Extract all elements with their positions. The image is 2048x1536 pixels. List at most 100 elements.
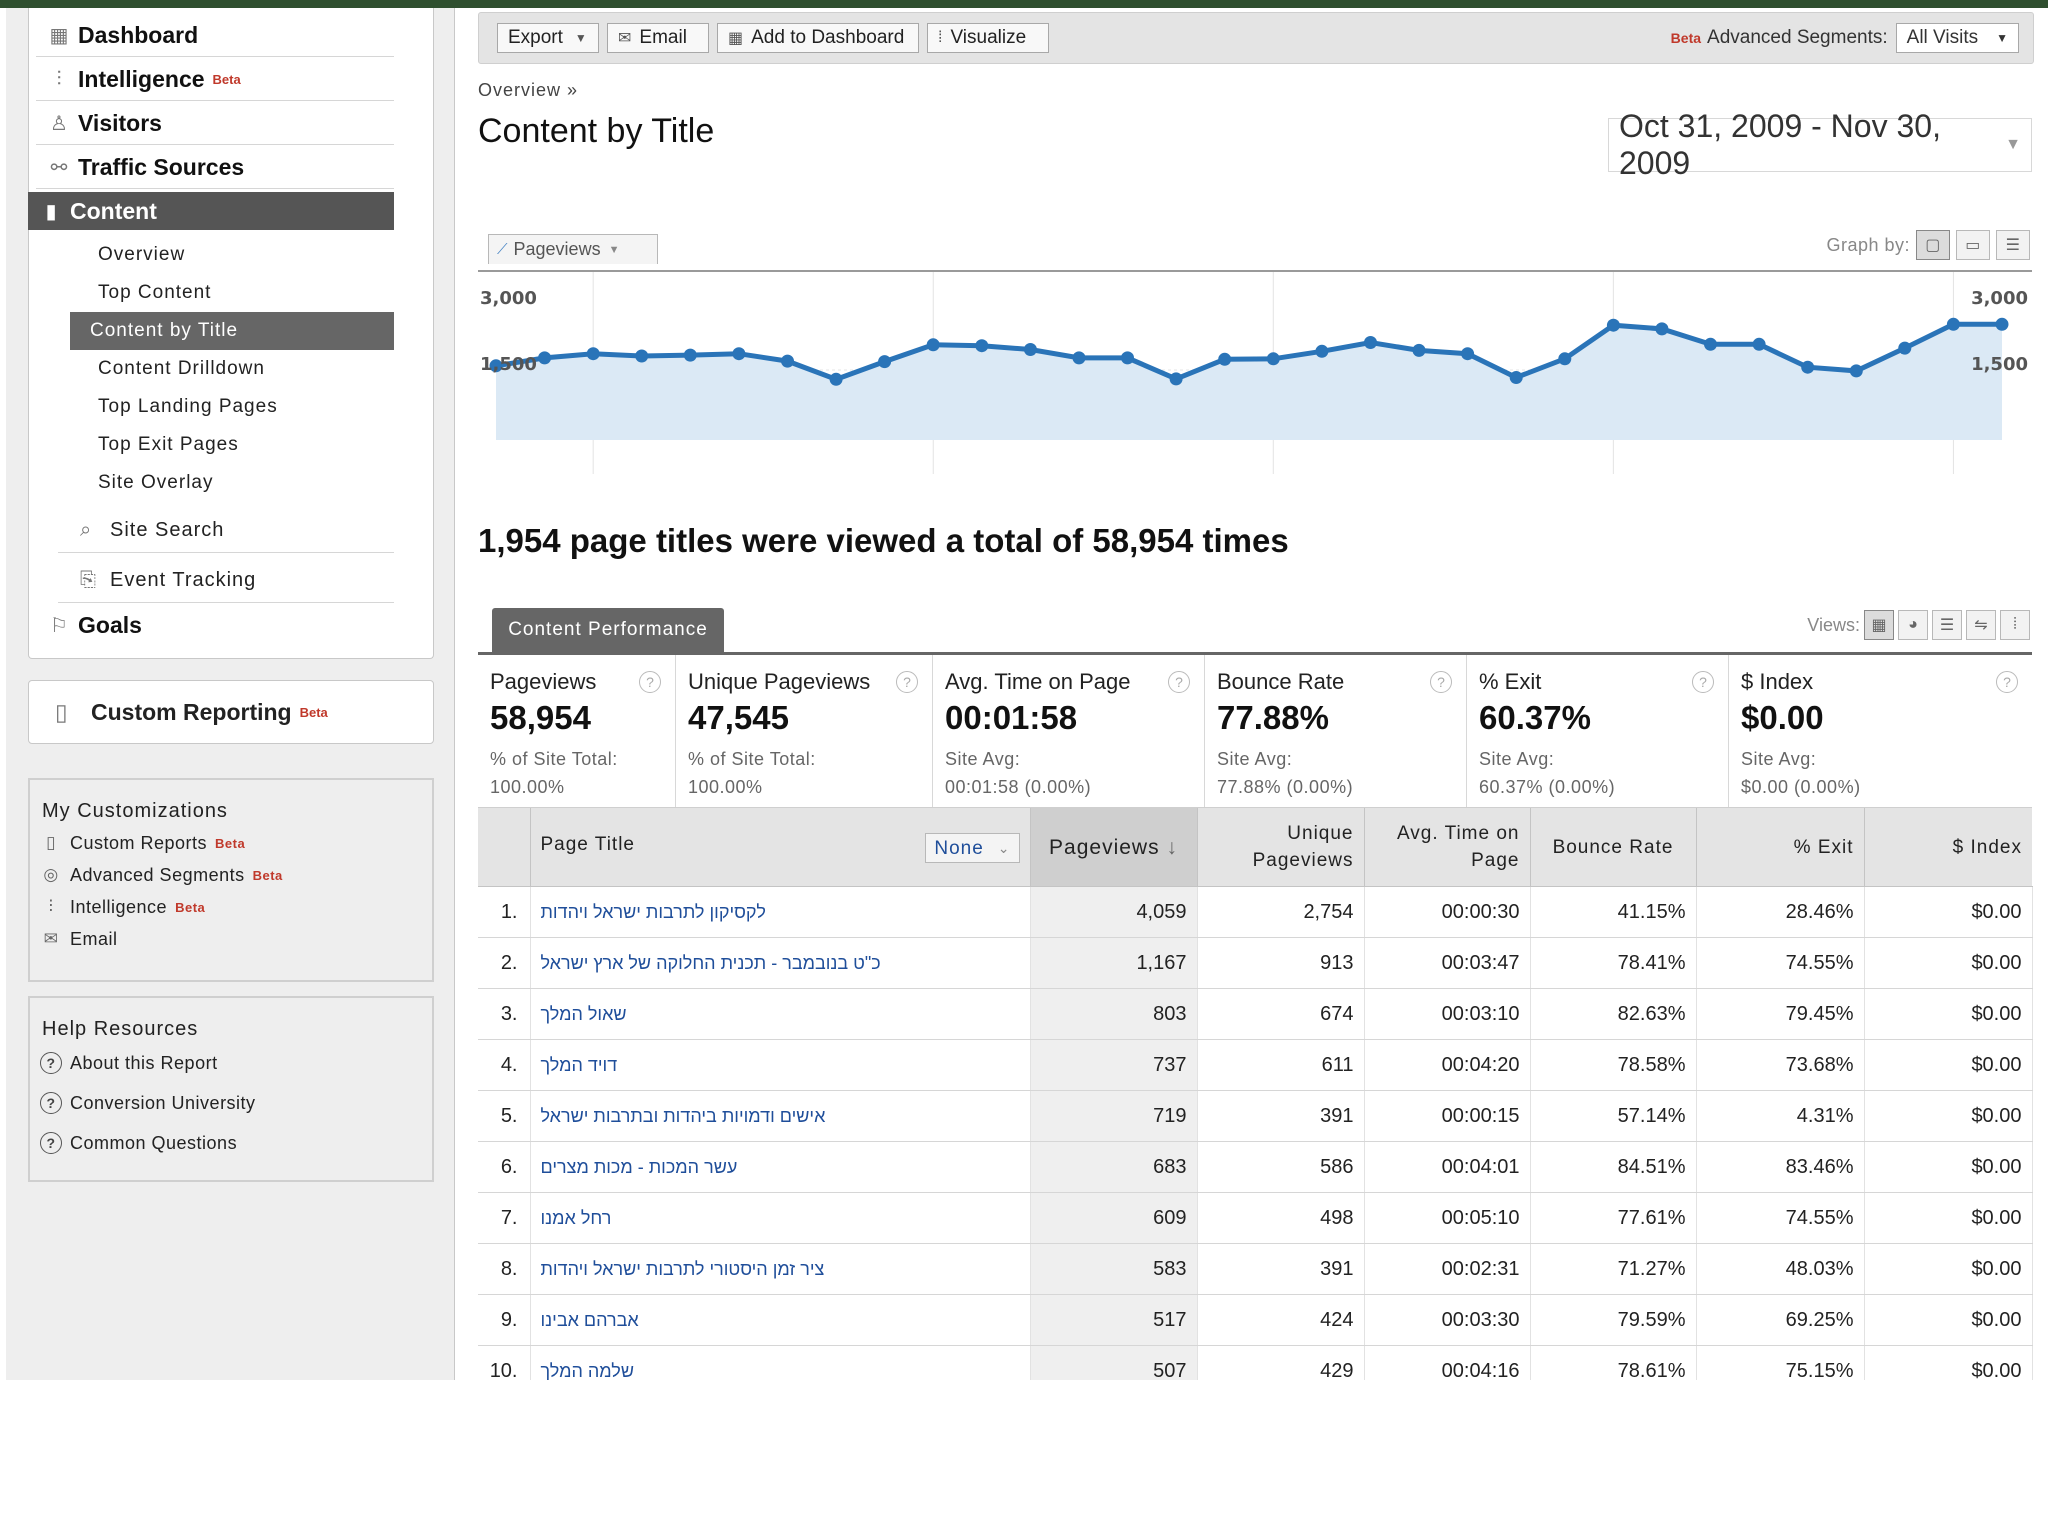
data-point[interactable] <box>1558 352 1572 366</box>
page-title-link[interactable]: לקסיקון לתרבות ישראל ויהדות <box>530 886 1031 938</box>
sub-top-landing-pages[interactable]: Top Landing Pages <box>98 396 278 417</box>
page-title-link[interactable]: כ"ט בנובמבר - תכנית החלוקה של ארץ ישראל <box>530 937 1031 989</box>
page-title-link[interactable]: שלמה המלך <box>530 1345 1031 1380</box>
data-point[interactable] <box>1121 351 1134 365</box>
help-icon[interactable]: ? <box>1168 671 1190 693</box>
nav-site-search[interactable]: ⌕ Site Search <box>58 508 394 553</box>
data-point[interactable] <box>1655 322 1669 336</box>
data-point[interactable] <box>975 339 989 353</box>
help-icon[interactable]: ? <box>1692 671 1714 693</box>
add-to-dashboard-button[interactable]: ▦ Add to Dashboard <box>717 23 919 53</box>
data-point[interactable] <box>683 348 697 362</box>
page-title-header[interactable]: Page Title None ⌄ <box>530 808 1031 887</box>
email-link[interactable]: ✉ Email <box>40 928 118 950</box>
index-value-header[interactable]: $ Index <box>1864 808 2032 887</box>
data-point[interactable] <box>1364 336 1377 349</box>
sub-site-overlay[interactable]: Site Overlay <box>98 472 214 493</box>
graph-by-day-button[interactable]: ▢ <box>1916 230 1950 260</box>
secondary-dimension-select[interactable]: None ⌄ <box>925 833 1020 863</box>
data-point[interactable] <box>586 347 600 361</box>
exit-header[interactable]: % Exit <box>1696 808 1865 887</box>
table-view-icon[interactable]: ▦ <box>1864 610 1894 640</box>
data-point[interactable] <box>1704 337 1717 351</box>
graph-by-month-button[interactable]: ☰ <box>1996 230 2030 260</box>
conversion-university-link[interactable]: ? Conversion University <box>40 1092 256 1114</box>
nav-content[interactable]: ▮ Content <box>28 192 394 230</box>
help-icon[interactable]: ? <box>639 671 661 693</box>
data-point[interactable] <box>878 355 892 369</box>
pie-view-icon[interactable]: ◕ <box>1898 610 1928 640</box>
performance-view-icon[interactable]: ☰ <box>1932 610 1962 640</box>
date-range-picker[interactable]: Oct 31, 2009 - Nov 30, 2009 ▼ <box>1608 108 2032 181</box>
metric-subtext: Site Avg: 60.37% (0.00%) <box>1479 745 1716 801</box>
data-point[interactable] <box>1509 371 1523 384</box>
graph-by-week-button[interactable]: ▭ <box>1956 230 1990 260</box>
nav-intelligence[interactable]: ⫶ Intelligence Beta <box>36 58 394 101</box>
data-point[interactable] <box>1898 341 1912 355</box>
metric-sub-value: 100.00% <box>688 777 763 797</box>
nav-dashboard[interactable]: ▦ Dashboard <box>36 14 394 57</box>
common-questions-link[interactable]: ? Common Questions <box>40 1132 237 1154</box>
help-icon[interactable]: ? <box>1430 671 1452 693</box>
help-icon[interactable]: ? <box>1996 671 2018 693</box>
data-point[interactable] <box>1606 318 1620 332</box>
data-point[interactable] <box>489 359 503 373</box>
page-title-link[interactable]: עשר המכות - מכות מצרים <box>530 1141 1031 1193</box>
help-icon[interactable]: ? <box>896 671 918 693</box>
pivot-view-icon[interactable]: ⦙ <box>2000 610 2030 640</box>
data-point[interactable] <box>1849 364 1863 378</box>
data-point[interactable] <box>635 349 649 363</box>
sub-content-by-title[interactable]: Content by Title <box>70 312 394 350</box>
page-title-link[interactable]: ציר זמן היסטורי לתרבות ישראל ויהדות <box>530 1243 1031 1295</box>
sub-top-exit-pages[interactable]: Top Exit Pages <box>98 434 239 455</box>
unique-pageviews-header[interactable]: Unique Pageviews <box>1197 808 1365 887</box>
intelligence-link[interactable]: ⫶ Intelligence Beta <box>40 896 205 918</box>
nav-traffic-sources[interactable]: ⚯ Traffic Sources <box>36 146 394 189</box>
data-point[interactable] <box>829 372 843 386</box>
page-title-link[interactable]: רחל אמנו <box>530 1192 1031 1244</box>
data-point[interactable] <box>538 351 552 365</box>
comparison-view-icon[interactable]: ⇋ <box>1966 610 1996 640</box>
data-point[interactable] <box>1946 317 1960 331</box>
nav-goals[interactable]: ⚐ Goals <box>36 604 394 646</box>
avg-time-header[interactable]: Avg. Time on Page <box>1364 808 1531 887</box>
breadcrumb[interactable]: Overview » <box>478 80 579 100</box>
advanced-segments-link[interactable]: ◎ Advanced Segments Beta <box>40 864 283 886</box>
graph-metric-value: Pageviews <box>513 239 601 259</box>
about-report-link[interactable]: ? About this Report <box>40 1052 218 1074</box>
data-point[interactable] <box>1218 352 1232 366</box>
custom-reports-link[interactable]: ▯ Custom Reports Beta <box>40 832 245 854</box>
data-point[interactable] <box>1461 347 1475 361</box>
data-point[interactable] <box>1315 344 1329 358</box>
data-point[interactable] <box>1072 351 1086 365</box>
data-point[interactable] <box>1023 343 1037 356</box>
data-point[interactable] <box>781 354 794 368</box>
visualize-button[interactable]: ⁞ Visualize <box>927 23 1049 53</box>
sub-top-content[interactable]: Top Content <box>98 282 212 303</box>
data-point[interactable] <box>732 347 746 361</box>
nav-visitors[interactable]: ♙ Visitors <box>36 102 394 145</box>
data-point[interactable] <box>1266 352 1280 366</box>
sub-overview[interactable]: Overview <box>98 244 186 265</box>
bounce-rate-header[interactable]: Bounce Rate <box>1530 808 1697 887</box>
data-point[interactable] <box>1169 372 1183 386</box>
data-point[interactable] <box>1752 337 1766 351</box>
data-point[interactable] <box>1995 317 2009 331</box>
email-button[interactable]: ✉ Email <box>607 23 709 53</box>
avg-time-cell: 00:04:20 <box>1364 1039 1531 1091</box>
sub-content-drilldown[interactable]: Content Drilldown <box>98 358 265 379</box>
nav-event-tracking[interactable]: ⎘ Event Tracking <box>58 558 394 603</box>
data-point[interactable] <box>1801 360 1815 374</box>
data-point[interactable] <box>926 338 940 352</box>
page-title-link[interactable]: שאול המלך <box>530 988 1031 1040</box>
custom-reporting[interactable]: ▯ Custom Reporting Beta <box>28 680 434 744</box>
graph-metric-select[interactable]: ⟋ Pageviews ▼ <box>488 234 658 264</box>
data-point[interactable] <box>1412 343 1426 357</box>
export-button[interactable]: Export ▼ <box>497 23 599 53</box>
segments-select[interactable]: All Visits ▼ <box>1895 23 2019 53</box>
pageviews-header[interactable]: Pageviews ↓ <box>1030 808 1198 887</box>
page-title-link[interactable]: אברהם אבינו <box>530 1294 1031 1346</box>
tab-content-performance[interactable]: Content Performance <box>492 608 724 652</box>
page-title-link[interactable]: דויד המלך <box>530 1039 1031 1091</box>
page-title-link[interactable]: אישים ודמויות ביהדות ובתרבות ישראל <box>530 1090 1031 1142</box>
